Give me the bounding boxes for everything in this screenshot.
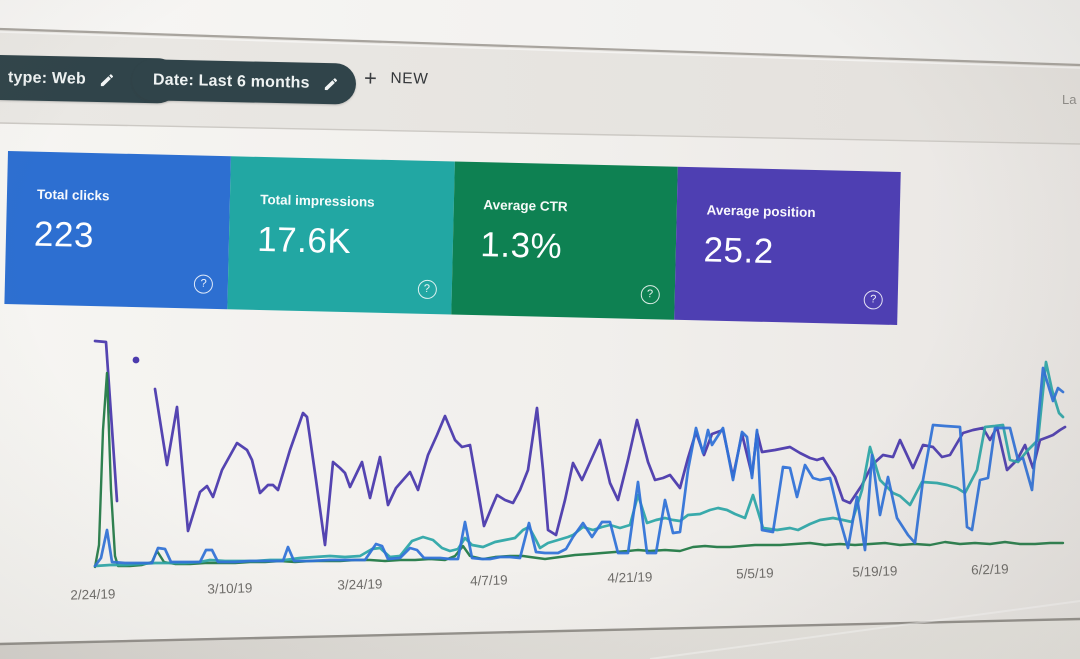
panel-top-edge — [0, 122, 1080, 145]
chart-line-average_ctr — [93, 371, 1065, 569]
chart-line-average_position — [93, 339, 119, 503]
x-axis-tick-label: 2/24/19 — [70, 586, 115, 602]
x-axis-tick-label: 4/7/19 — [470, 572, 508, 588]
edit-pencil-icon — [99, 72, 115, 88]
x-axis-tick-label: 5/5/19 — [736, 565, 774, 581]
x-axis-tick-label: 3/10/19 — [207, 580, 252, 596]
search-type-filter-chip[interactable]: type: Web — [0, 54, 181, 104]
chart-line-average_position — [153, 387, 1067, 547]
top-edge-highlight — [0, 31, 1080, 69]
date-range-filter-chip[interactable]: Date: Last 6 months — [131, 59, 357, 105]
x-axis-tick-label: 6/2/19 — [971, 561, 1009, 577]
chart-line-total_impressions — [93, 360, 1065, 568]
chart-point-average_position — [132, 356, 140, 364]
x-axis-tick-label: 5/19/19 — [852, 563, 897, 579]
edit-pencil-icon — [323, 75, 339, 91]
bottom-band — [0, 618, 1080, 659]
last-updated-partial-text: La — [1062, 92, 1077, 107]
panel-bottom-edge — [0, 617, 1080, 646]
chart-line-total_clicks — [93, 366, 1065, 568]
bezel-reflection-line — [649, 600, 1080, 659]
top-strip — [0, 0, 1080, 64]
x-axis-tick-label: 3/24/19 — [337, 576, 382, 592]
x-axis-tick-label: 4/21/19 — [607, 569, 652, 585]
top-edge-line — [0, 27, 1080, 67]
